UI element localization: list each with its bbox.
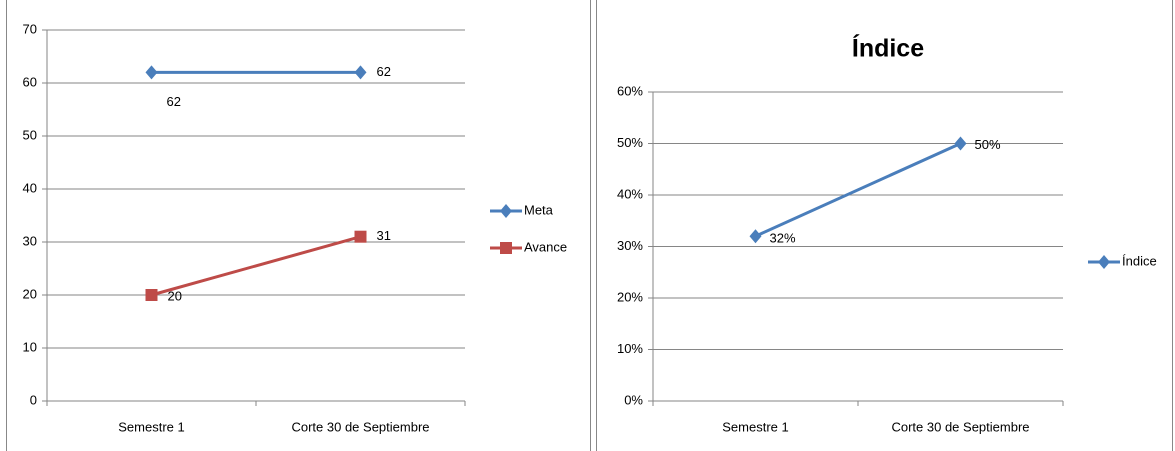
y-tick-label: 50 bbox=[23, 127, 37, 142]
y-tick-label: 30% bbox=[617, 238, 643, 253]
x-tick-label: Semestre 1 bbox=[722, 419, 788, 434]
y-tick-label: 50% bbox=[617, 135, 643, 150]
marker bbox=[749, 229, 762, 244]
series-line bbox=[151, 235, 361, 297]
marker bbox=[354, 65, 367, 80]
legend-label: Meta bbox=[524, 202, 554, 217]
y-tick-label: 60% bbox=[617, 83, 643, 98]
chart-title: Índice bbox=[852, 34, 924, 63]
data-label: 62 bbox=[377, 64, 391, 79]
chart-frame bbox=[596, 0, 1173, 451]
data-label: 32% bbox=[770, 231, 796, 246]
marker bbox=[354, 230, 367, 243]
y-tick-label: 60 bbox=[23, 74, 37, 89]
chart-frame bbox=[6, 0, 591, 451]
legend-marker bbox=[1098, 255, 1110, 269]
y-tick-label: 0 bbox=[30, 392, 37, 407]
data-label: 20 bbox=[168, 288, 182, 303]
y-tick-label: 10 bbox=[23, 339, 37, 354]
data-label: 50% bbox=[975, 137, 1001, 152]
marker bbox=[145, 65, 158, 80]
legend-label: Avance bbox=[524, 239, 567, 254]
marker bbox=[145, 289, 158, 301]
data-label: 31 bbox=[377, 228, 391, 243]
y-tick-label: 10% bbox=[617, 341, 643, 356]
y-tick-label: 0% bbox=[624, 392, 643, 407]
legend-marker bbox=[500, 242, 512, 254]
x-tick-label: Semestre 1 bbox=[118, 419, 184, 434]
x-tick-label: Corte 30 de Septiembre bbox=[891, 419, 1029, 434]
y-tick-label: 20 bbox=[23, 286, 37, 301]
y-tick-label: 20% bbox=[617, 289, 643, 304]
legend-label: Índice bbox=[1122, 253, 1157, 268]
y-tick-label: 40 bbox=[23, 180, 37, 195]
series-line bbox=[754, 142, 962, 238]
marker bbox=[954, 136, 967, 151]
y-tick-label: 70 bbox=[23, 21, 37, 36]
x-tick-label: Corte 30 de Septiembre bbox=[291, 419, 429, 434]
y-tick-label: 30 bbox=[23, 233, 37, 248]
data-label: 62 bbox=[167, 94, 181, 109]
y-tick-label: 40% bbox=[617, 186, 643, 201]
legend-marker bbox=[500, 204, 512, 218]
